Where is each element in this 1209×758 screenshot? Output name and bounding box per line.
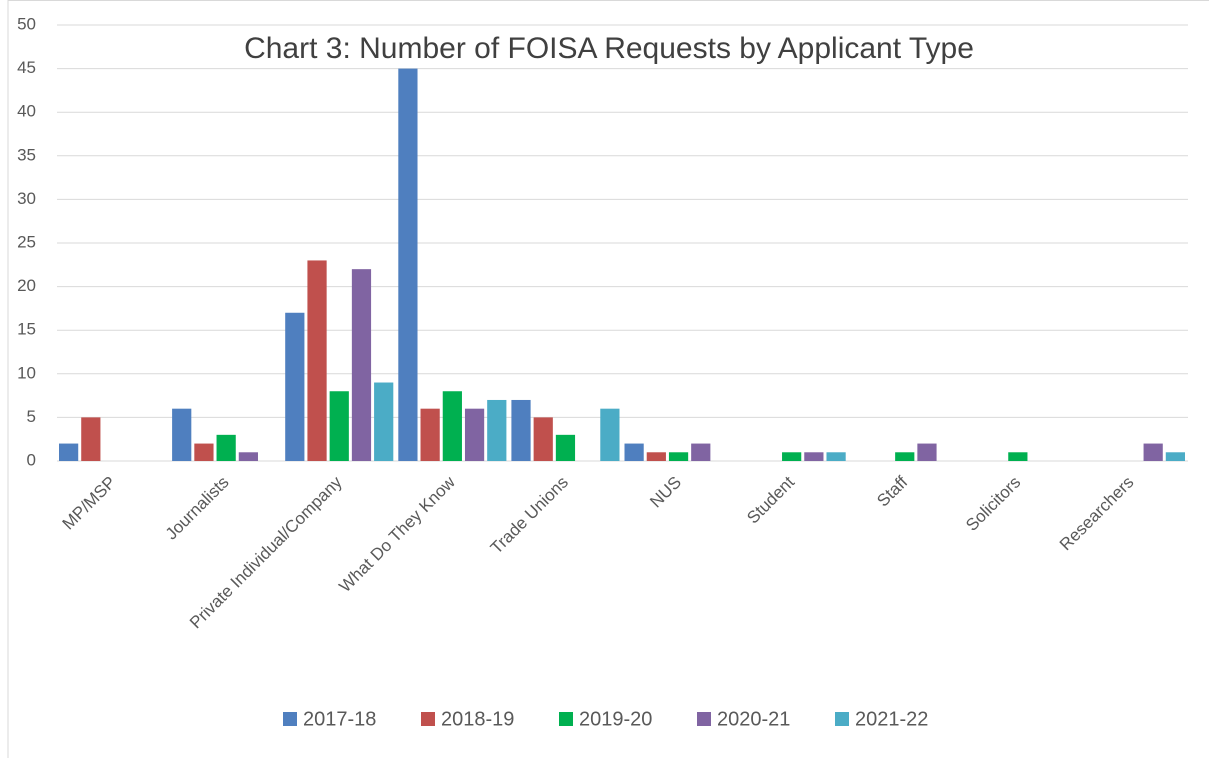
bar: [804, 452, 824, 461]
bar: [420, 408, 440, 461]
y-tick-label: 25: [17, 232, 36, 251]
x-tick-label: NUS: [646, 473, 685, 512]
legend-swatch: [283, 712, 297, 726]
bar: [442, 391, 462, 461]
bar: [464, 408, 485, 461]
y-tick-label: 10: [17, 363, 36, 382]
y-tick-label: 5: [27, 407, 36, 426]
bar: [555, 434, 576, 461]
legend-label: 2019-20: [579, 708, 652, 730]
bar: [172, 408, 192, 461]
bar: [1165, 452, 1185, 461]
bar: [329, 391, 349, 461]
chart-title: Chart 3: Number of FOISA Requests by App…: [244, 32, 974, 65]
legend-swatch: [835, 712, 849, 726]
x-tick-label: MP/MSP: [59, 473, 120, 534]
bar: [782, 452, 802, 461]
legend-label: 2021-22: [855, 708, 928, 730]
bar: [826, 452, 846, 461]
x-tick-label: Trade Unions: [487, 473, 572, 558]
y-tick-label: 20: [17, 276, 36, 295]
y-tick-label: 15: [17, 320, 36, 339]
bar: [917, 443, 937, 461]
y-tick-label: 45: [17, 58, 36, 77]
bar: [1008, 452, 1028, 461]
y-tick-label: 40: [17, 102, 36, 121]
bar: [691, 443, 711, 461]
legend-swatch: [559, 712, 573, 726]
bar: [307, 260, 327, 461]
legend-label: 2020-21: [717, 708, 790, 730]
bar: [285, 312, 305, 461]
bar: [194, 443, 214, 461]
grid: [57, 24, 1188, 462]
y-tick-label: 50: [17, 14, 36, 33]
y-tick-label: 35: [17, 145, 36, 164]
bar: [600, 408, 620, 461]
legend-swatch: [421, 712, 435, 726]
bars: [59, 68, 1185, 461]
legend-swatch: [697, 712, 711, 726]
bar: [533, 417, 553, 461]
legend-label: 2017-18: [303, 708, 376, 730]
bar: [511, 399, 531, 461]
bar: [59, 443, 79, 461]
bar: [624, 443, 644, 461]
legend-label: 2018-19: [441, 708, 514, 730]
bar: [895, 452, 915, 461]
bar: [374, 382, 394, 461]
x-tick-label: Solicitors: [962, 473, 1024, 535]
bar: [398, 68, 418, 461]
x-tick-label: Journalists: [162, 473, 233, 544]
bar: [646, 452, 666, 461]
bar: [81, 417, 101, 461]
bar: [1143, 443, 1163, 461]
x-tick-label: Student: [743, 472, 798, 527]
y-tick-label: 30: [17, 189, 36, 208]
bar: [351, 269, 372, 461]
y-tick-label: 0: [27, 450, 36, 469]
x-tick-label: Staff: [873, 472, 911, 510]
bar: [238, 452, 258, 461]
bar: [668, 452, 689, 461]
x-tick-label: What Do They Know: [335, 472, 459, 596]
x-tick-label: Researchers: [1056, 473, 1138, 555]
bar: [216, 434, 236, 461]
bar: [487, 399, 507, 461]
